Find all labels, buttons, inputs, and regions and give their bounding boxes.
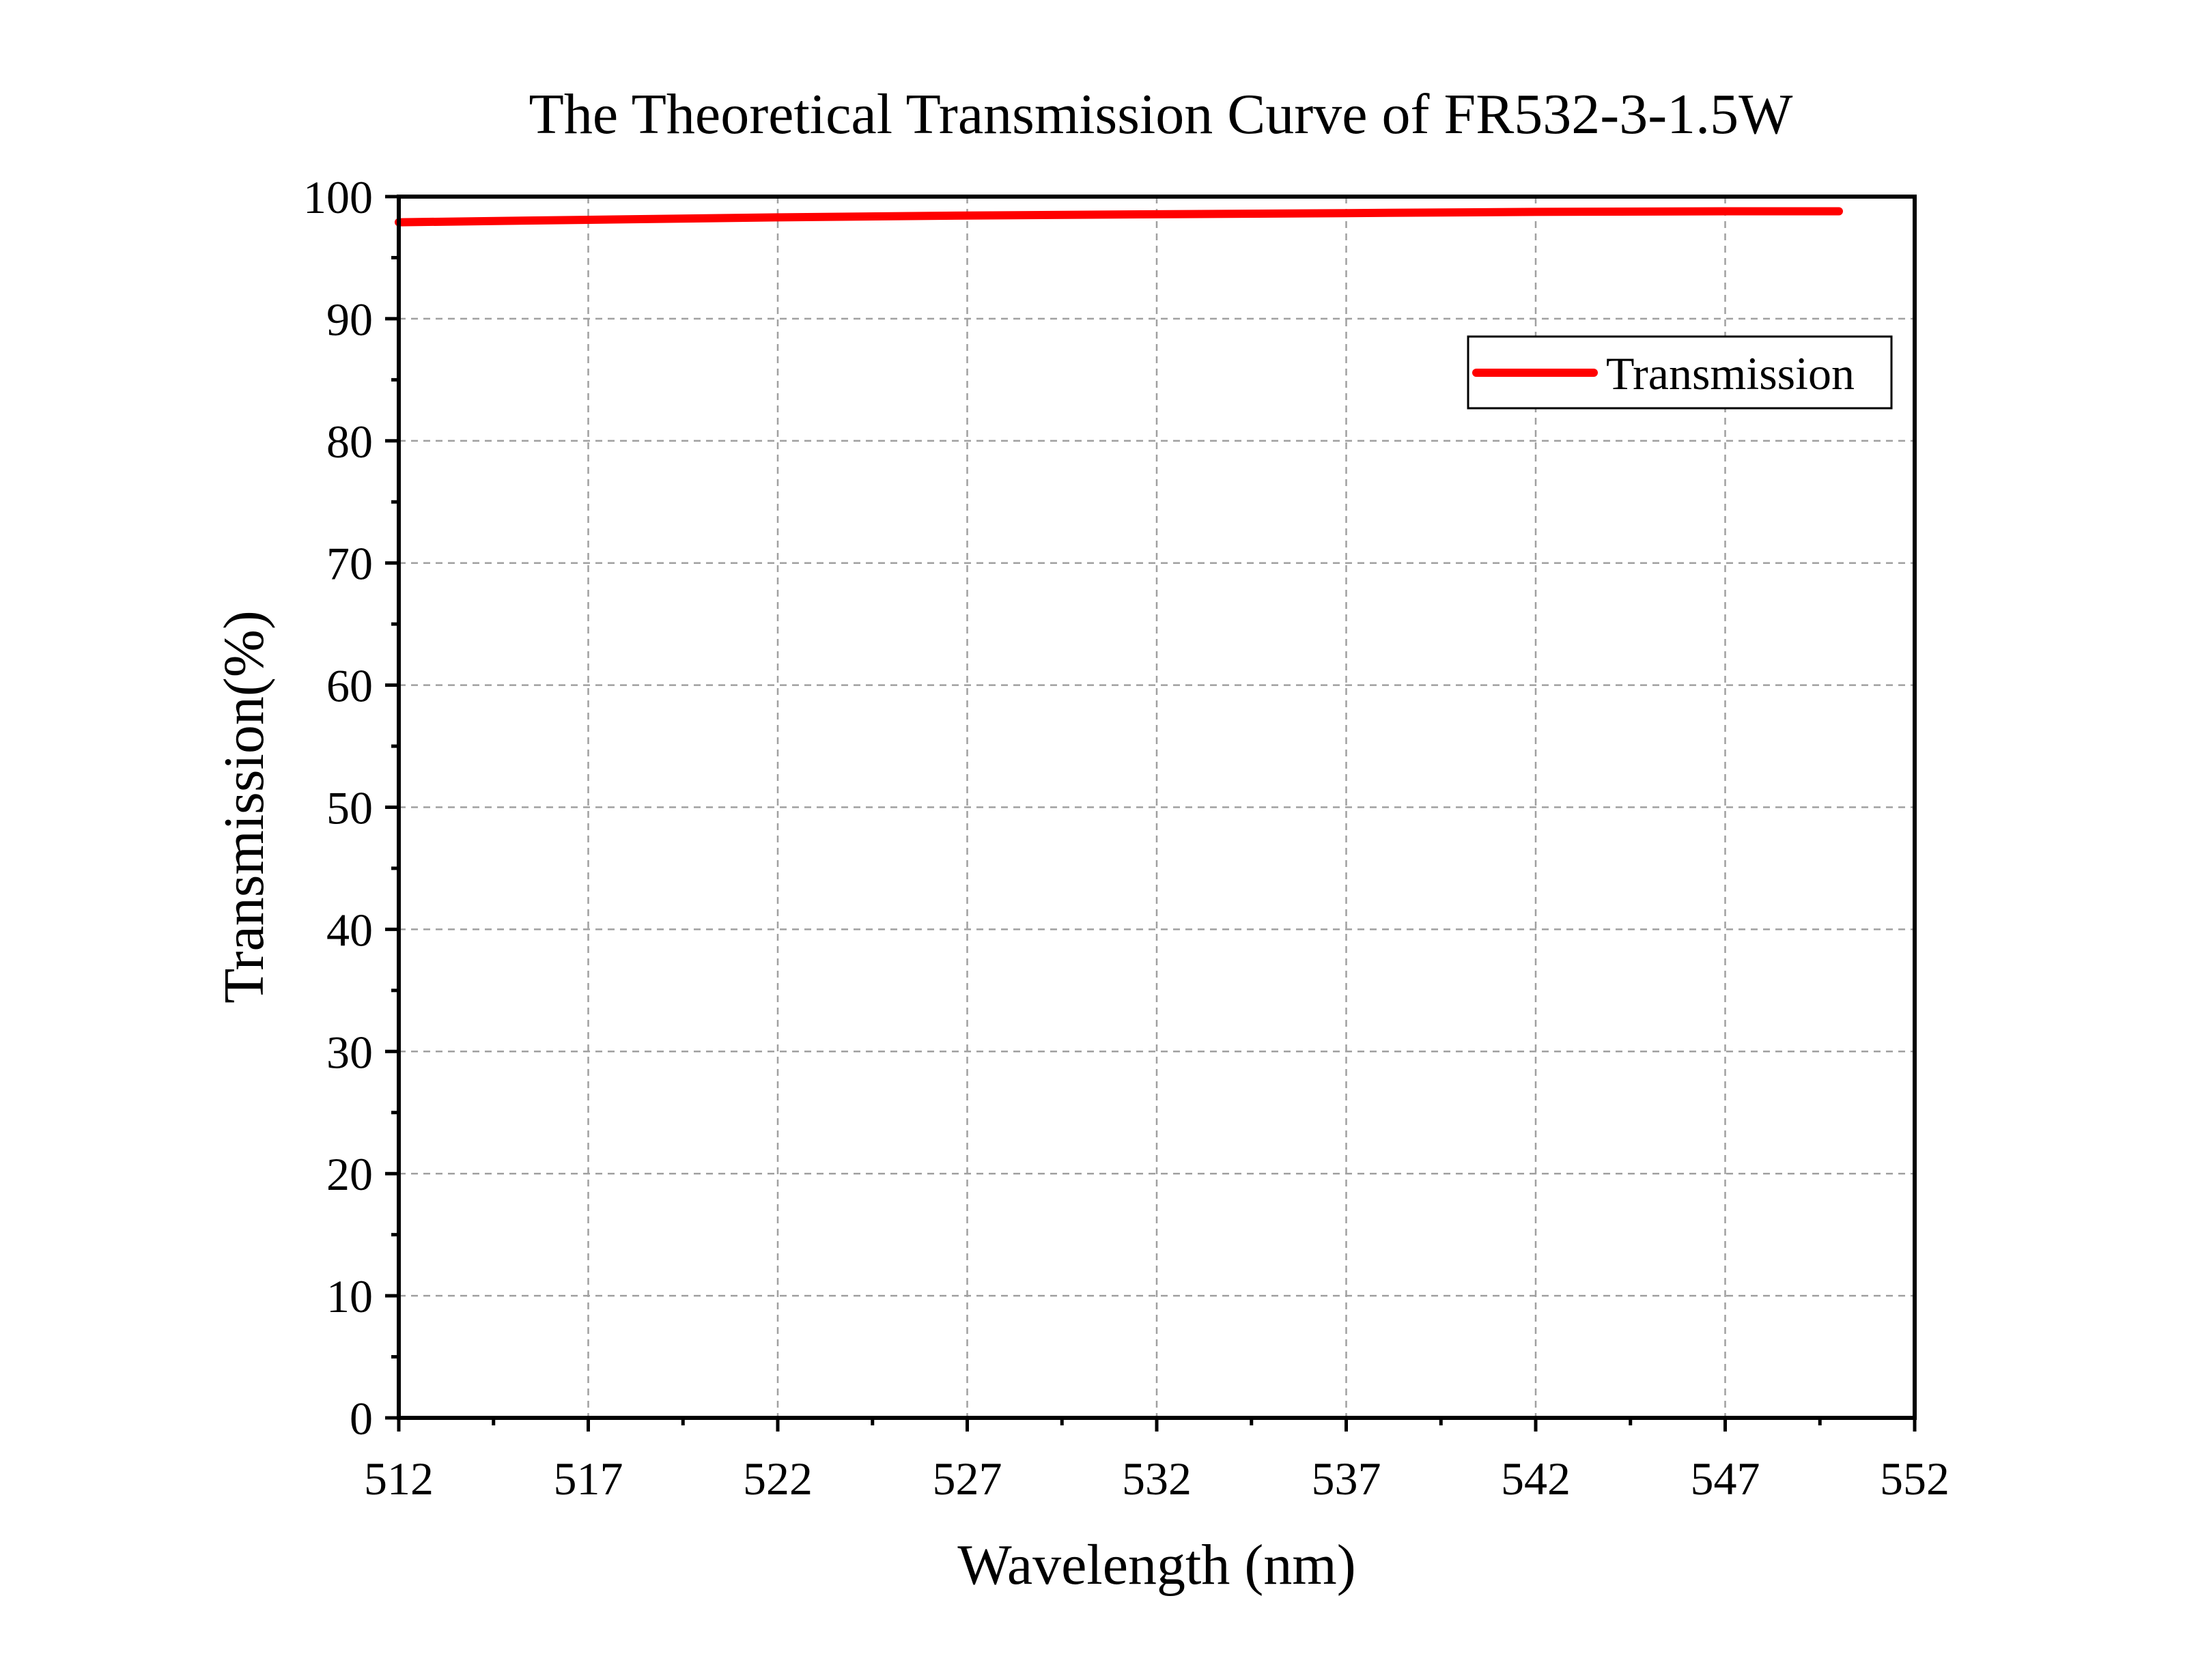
y-tick-label: 30: [326, 1026, 373, 1078]
legend: Transmission: [1467, 335, 1893, 410]
x-tick-label: 547: [1691, 1453, 1760, 1505]
plot-frame: [397, 195, 1917, 1420]
y-tick-label: 70: [326, 538, 373, 590]
y-tick-label: 20: [326, 1148, 373, 1200]
y-tick-label: 90: [326, 294, 373, 345]
x-tick-label: 512: [364, 1453, 434, 1505]
y-tick-label: 100: [303, 171, 373, 223]
chart-title: The Theoretical Transmission Curve of FR…: [529, 83, 1794, 146]
y-tick-label: 50: [326, 782, 373, 834]
y-tick-label: 0: [350, 1393, 373, 1444]
series-line-transmission: [395, 207, 1843, 227]
y-tick-label: 60: [326, 660, 373, 712]
legend-label-transmission: Transmission: [1606, 347, 1855, 399]
x-tick-label: 537: [1312, 1453, 1381, 1505]
x-tick-label: 532: [1122, 1453, 1192, 1505]
y-tick-label: 40: [326, 904, 373, 956]
x-tick-label: 522: [743, 1453, 813, 1505]
y-axis-label: Transmission(%): [212, 610, 276, 1003]
x-tick-label: 517: [554, 1453, 623, 1505]
x-axis-label: Wavelength (nm): [957, 1533, 1355, 1597]
x-tick-label: 552: [1880, 1453, 1949, 1505]
grid-lines: [399, 197, 1915, 1418]
x-tick-label: 542: [1501, 1453, 1571, 1505]
y-tick-label: 10: [326, 1270, 373, 1322]
series-layer: [395, 207, 1843, 227]
tick-labels: 512 517 522 527 532 537 542 547 552 0 10 20 30 40 50 60…: [303, 171, 1949, 1505]
x-tick-label: 527: [933, 1453, 1002, 1505]
y-tick-label: 80: [326, 416, 373, 468]
